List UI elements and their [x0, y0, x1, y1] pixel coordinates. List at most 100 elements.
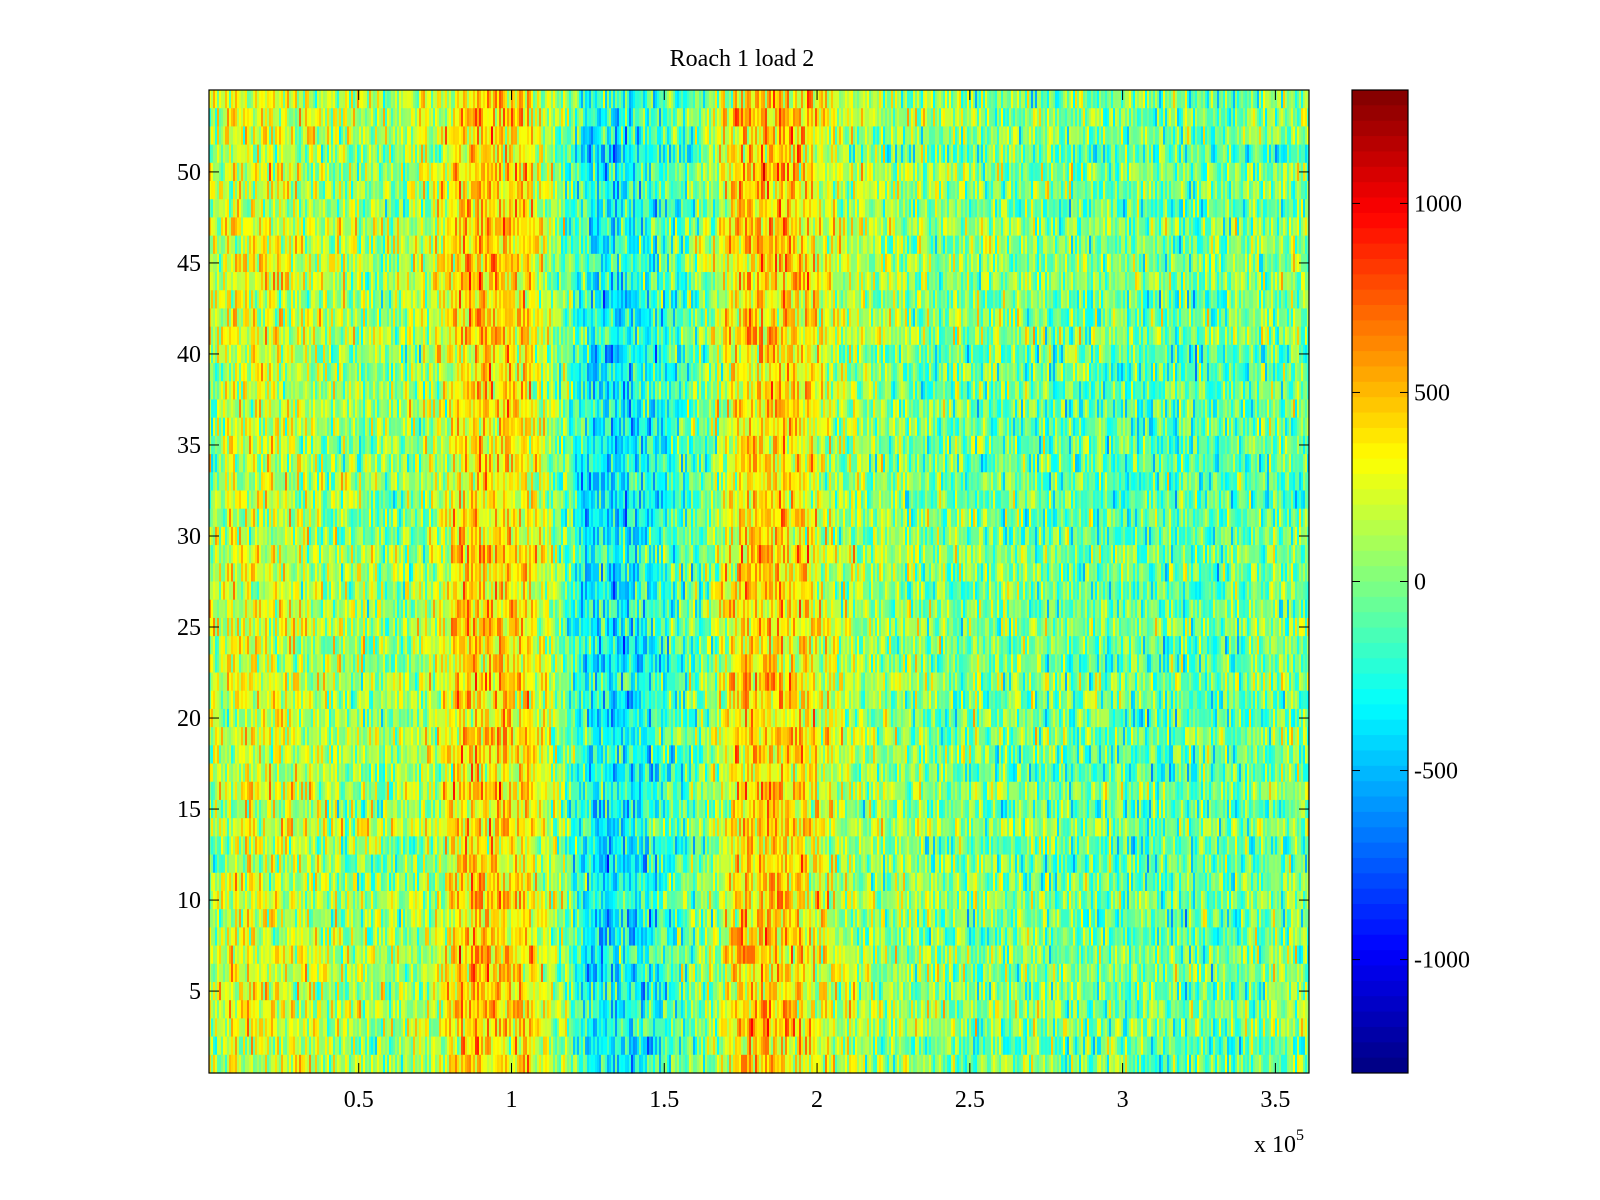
colorbar-band — [1352, 996, 1408, 1013]
heatmap-rows — [209, 90, 1309, 1074]
x-tick-label: 1.5 — [649, 1087, 679, 1113]
heatmap-row — [209, 890, 1309, 910]
colorbar-tick-label: 0 — [1414, 570, 1426, 596]
heatmap-row — [209, 617, 1309, 637]
heatmap-row — [209, 581, 1309, 601]
colorbar-band — [1352, 1042, 1408, 1059]
heatmap-row — [209, 526, 1309, 546]
colorbar-band — [1352, 796, 1408, 813]
colorbar-band — [1352, 305, 1408, 321]
colorbar-band — [1352, 1057, 1408, 1074]
colorbar-band — [1352, 166, 1408, 183]
heatmap-row — [209, 945, 1309, 965]
chart-title: Roach 1 load 2 — [670, 46, 815, 72]
colorbar-band — [1352, 612, 1408, 629]
colorbar: 1000 500 0 -500 -1000 — [1351, 89, 1470, 1074]
colorbar-band — [1352, 1011, 1408, 1028]
y-tick-label: 5 — [189, 979, 201, 1005]
colorbar-band — [1352, 888, 1408, 905]
colorbar-band — [1352, 90, 1408, 106]
heatmap-row — [209, 909, 1309, 928]
colorbar-band — [1352, 243, 1408, 260]
heatmap-row — [209, 654, 1309, 674]
colorbar-band — [1352, 520, 1408, 536]
y-tick-label: 45 — [177, 251, 201, 277]
colorbar-band — [1352, 673, 1408, 690]
y-tick-label: 20 — [177, 706, 201, 732]
heatmap-row — [209, 472, 1309, 492]
heatmap-row — [209, 545, 1309, 564]
colorbar-band — [1352, 719, 1408, 736]
colorbar-band — [1352, 919, 1408, 936]
colorbar-band — [1352, 351, 1408, 367]
y-tick-label: 50 — [177, 160, 201, 186]
plot-frame — [208, 89, 1310, 1074]
colorbar-band — [1352, 320, 1408, 337]
heatmap-row — [209, 672, 1309, 692]
colorbar-band — [1352, 182, 1408, 199]
colorbar-band — [1352, 427, 1408, 444]
colorbar-band — [1352, 151, 1408, 168]
heatmap-row — [209, 199, 1309, 219]
heatmap-row — [209, 690, 1309, 710]
heatmap-row — [209, 745, 1309, 765]
colorbar-band — [1352, 965, 1408, 982]
heatmap-row — [209, 818, 1309, 837]
colorbar-band — [1352, 781, 1408, 798]
colorbar-band — [1352, 857, 1408, 874]
colorbar-band — [1352, 689, 1408, 705]
heatmap-row — [209, 490, 1309, 510]
heatmap-row — [209, 727, 1309, 746]
x-tick-label: 2.5 — [955, 1087, 985, 1113]
heatmap-row — [209, 417, 1309, 437]
heatmap-row — [209, 1018, 1309, 1038]
colorbar-band — [1352, 197, 1408, 214]
heatmap-row — [209, 90, 1309, 109]
colorbar-band — [1352, 750, 1408, 767]
colorbar-band — [1352, 136, 1408, 152]
heatmap-row — [209, 162, 1309, 182]
x-tick-label: 0.5 — [344, 1087, 374, 1113]
colorbar-tick-label: 1000 — [1414, 191, 1462, 217]
colorbar-band — [1352, 811, 1408, 828]
heatmap-row — [209, 636, 1309, 655]
colorbar-band — [1352, 765, 1408, 782]
heatmap-row — [209, 836, 1309, 856]
colorbar-tick-label: -500 — [1414, 759, 1458, 785]
colorbar-band — [1352, 335, 1408, 352]
heatmap-row — [209, 563, 1309, 583]
colorbar-band — [1352, 489, 1408, 506]
colorbar-band — [1352, 980, 1408, 997]
y-tick-label: 30 — [177, 524, 201, 550]
heatmap-row — [209, 290, 1309, 310]
x-exponent-label: x 105 — [1254, 1127, 1304, 1158]
colorbar-band — [1352, 642, 1408, 659]
heatmap-row — [209, 927, 1309, 947]
heatmap-row — [209, 508, 1309, 528]
colorbar-band — [1352, 873, 1408, 890]
x-tick-label: 3.5 — [1260, 1087, 1290, 1113]
heatmap-row — [209, 108, 1309, 127]
colorbar-band — [1352, 581, 1408, 598]
heatmap-row — [209, 435, 1309, 455]
colorbar-band — [1352, 212, 1408, 229]
colorbar-band — [1352, 381, 1408, 398]
heatmap-row — [209, 854, 1309, 874]
heatmap-row — [209, 708, 1309, 728]
heatmap-row — [209, 217, 1309, 237]
colorbar-band — [1352, 904, 1408, 920]
colorbar-band — [1352, 228, 1408, 245]
heatmap-row — [209, 363, 1309, 382]
colorbar-band — [1352, 120, 1408, 137]
colorbar-band — [1352, 842, 1408, 859]
colorbar-band — [1352, 535, 1408, 552]
heatmap-row — [209, 253, 1309, 273]
x-exponent-power: 5 — [1296, 1127, 1304, 1144]
heatmap-row — [209, 126, 1309, 146]
heatmap-row — [209, 963, 1309, 983]
colorbar-band — [1352, 934, 1408, 951]
heatmap-row — [209, 235, 1309, 255]
colorbar-band — [1352, 412, 1408, 429]
heatmap-row — [209, 1036, 1309, 1056]
